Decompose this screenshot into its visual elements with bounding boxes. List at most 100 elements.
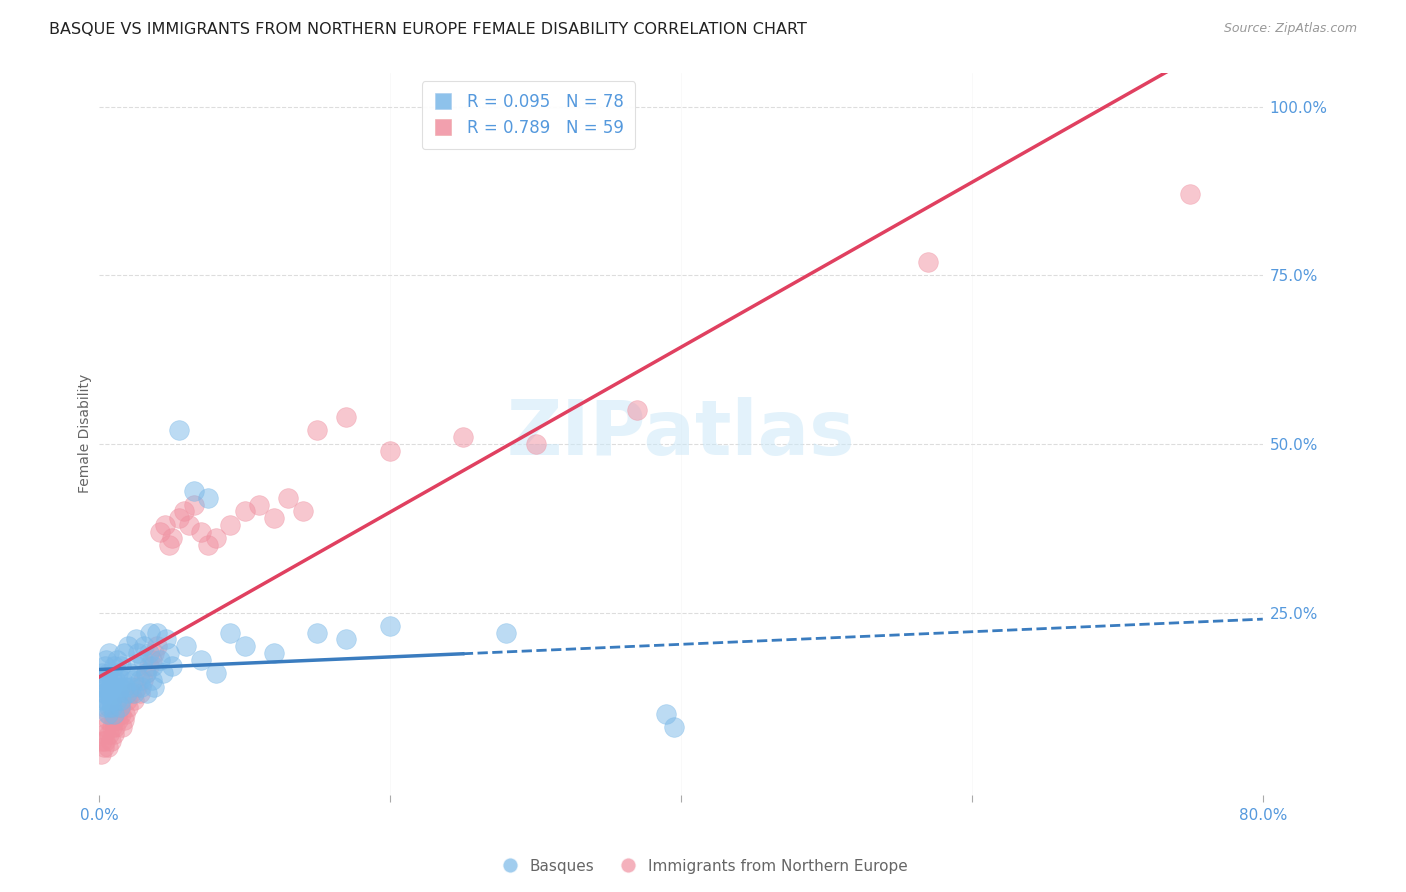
Point xyxy=(107,666,129,681)
Point xyxy=(291,504,314,518)
Point xyxy=(127,646,149,660)
Point xyxy=(111,720,134,734)
Point xyxy=(100,680,122,694)
Point xyxy=(160,531,183,545)
Point xyxy=(112,646,135,660)
Point xyxy=(117,700,139,714)
Point xyxy=(122,693,145,707)
Point xyxy=(129,686,152,700)
Point xyxy=(90,747,112,761)
Point xyxy=(263,511,285,525)
Point xyxy=(335,632,357,647)
Point xyxy=(112,714,135,728)
Point xyxy=(219,625,242,640)
Point xyxy=(107,686,129,700)
Point xyxy=(118,666,141,681)
Point xyxy=(101,700,124,714)
Point xyxy=(917,255,939,269)
Point xyxy=(204,666,226,681)
Point xyxy=(307,625,329,640)
Point xyxy=(120,680,142,694)
Point xyxy=(103,706,125,721)
Text: ZIPatlas: ZIPatlas xyxy=(506,397,855,471)
Point xyxy=(93,740,115,755)
Point xyxy=(94,659,117,673)
Point xyxy=(93,673,115,687)
Point xyxy=(179,517,201,532)
Point xyxy=(378,443,401,458)
Point xyxy=(110,659,132,673)
Point xyxy=(96,680,118,694)
Point xyxy=(122,686,145,700)
Point xyxy=(104,673,127,687)
Point xyxy=(115,686,138,700)
Point xyxy=(94,686,117,700)
Point xyxy=(160,659,183,673)
Point xyxy=(108,680,131,694)
Point xyxy=(183,484,205,499)
Point xyxy=(157,646,180,660)
Point xyxy=(94,733,117,747)
Point xyxy=(655,706,678,721)
Point xyxy=(129,673,152,687)
Point xyxy=(104,680,127,694)
Point xyxy=(107,714,129,728)
Point xyxy=(132,673,155,687)
Point xyxy=(451,430,474,444)
Point xyxy=(104,720,127,734)
Point xyxy=(103,686,125,700)
Point xyxy=(143,680,166,694)
Point xyxy=(91,666,114,681)
Text: Source: ZipAtlas.com: Source: ZipAtlas.com xyxy=(1223,22,1357,36)
Point xyxy=(190,653,212,667)
Point xyxy=(138,646,160,660)
Point xyxy=(263,646,285,660)
Point xyxy=(96,720,118,734)
Point xyxy=(146,639,169,653)
Point xyxy=(97,706,120,721)
Point xyxy=(524,437,547,451)
Point xyxy=(103,659,125,673)
Point xyxy=(105,693,128,707)
Point xyxy=(143,646,166,660)
Point xyxy=(110,706,132,721)
Point xyxy=(335,409,357,424)
Point xyxy=(176,639,198,653)
Point xyxy=(233,504,256,518)
Point xyxy=(662,720,685,734)
Point xyxy=(197,538,219,552)
Point xyxy=(134,639,156,653)
Point xyxy=(138,659,160,673)
Point xyxy=(110,693,132,707)
Point xyxy=(101,720,124,734)
Point xyxy=(153,517,176,532)
Point xyxy=(167,511,190,525)
Point xyxy=(90,680,112,694)
Point xyxy=(108,700,131,714)
Y-axis label: Female Disability: Female Disability xyxy=(79,374,93,493)
Point xyxy=(277,491,299,505)
Point xyxy=(98,727,121,741)
Point xyxy=(197,491,219,505)
Point xyxy=(139,625,162,640)
Point xyxy=(103,727,125,741)
Point xyxy=(97,666,120,681)
Point xyxy=(167,424,190,438)
Point xyxy=(204,531,226,545)
Point xyxy=(115,693,138,707)
Point xyxy=(135,666,157,681)
Point xyxy=(157,538,180,552)
Point xyxy=(378,619,401,633)
Point xyxy=(124,632,146,647)
Point xyxy=(93,727,115,741)
Point xyxy=(1178,187,1201,202)
Point xyxy=(94,700,117,714)
Point xyxy=(117,639,139,653)
Point xyxy=(98,706,121,721)
Point xyxy=(101,673,124,687)
Point xyxy=(96,653,118,667)
Point xyxy=(183,498,205,512)
Point xyxy=(132,653,155,667)
Point xyxy=(91,733,114,747)
Point xyxy=(114,706,136,721)
